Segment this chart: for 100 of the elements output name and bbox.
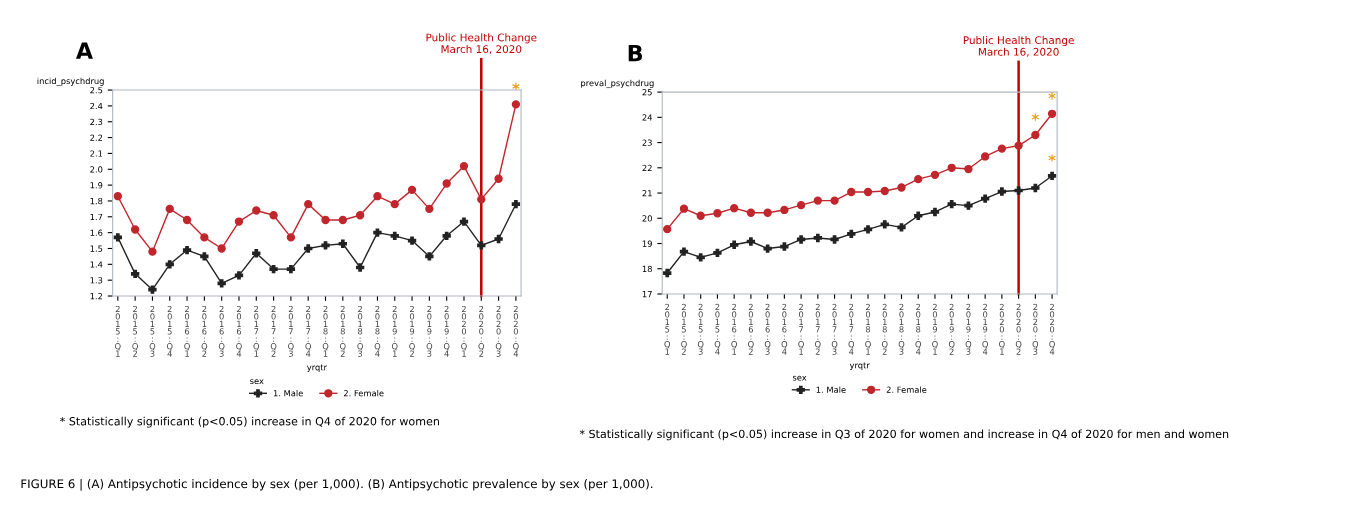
x-tick-label: 2015:Q2 [132, 305, 138, 357]
x-tick-label: 2017:Q2 [270, 305, 277, 357]
annotation: * [512, 82, 520, 90]
point [729, 240, 739, 249]
point [442, 231, 451, 240]
point [746, 208, 756, 217]
legend-title: sex [792, 375, 807, 381]
x-tick-label: 2015:Q4 [166, 305, 173, 357]
caption: FIGURE 6 | (A) Antipsychotic incidence by sex (per 1,000). (B) Antipsychotic prevalence by sex (per 1,000). [21, 479, 653, 491]
x-tick-label: 2015:Q3 [697, 303, 704, 355]
x-tick-label: 2020:Q1 [999, 303, 1005, 355]
point [234, 217, 244, 226]
point [200, 252, 209, 261]
point [796, 200, 806, 210]
x-tick-label: 2019:Q3 [426, 305, 433, 357]
y-tick-label: 1.7 [90, 213, 103, 220]
point [914, 174, 923, 184]
point [746, 237, 756, 246]
point [930, 207, 940, 217]
point [200, 233, 209, 242]
point [947, 199, 956, 209]
point [113, 233, 122, 242]
point [713, 248, 722, 258]
x-tick-label: 2019:Q1 [932, 303, 938, 355]
point [269, 211, 278, 220]
point [763, 208, 772, 217]
point [511, 100, 521, 109]
chart-title: B [628, 45, 643, 62]
x-tick-label: 2020:Q2 [478, 305, 485, 357]
point [796, 235, 806, 244]
point [511, 199, 521, 209]
point [165, 260, 174, 269]
point [373, 228, 382, 237]
point [696, 211, 705, 220]
y-tick-label: 2.0 [90, 166, 103, 173]
point [252, 206, 261, 215]
point [1014, 186, 1023, 195]
x-tick-label: 2019:Q4 [443, 305, 450, 357]
y-tick-label: 1.2 [90, 292, 103, 300]
point [980, 152, 990, 161]
point [997, 144, 1007, 153]
point [130, 269, 140, 278]
point [947, 163, 956, 172]
legend-label: 1. Male [273, 389, 303, 397]
point [1031, 130, 1040, 140]
point [930, 170, 940, 180]
y-tick-label: 2.5 [90, 87, 103, 94]
point [880, 220, 889, 229]
point [373, 192, 382, 201]
x-tick-label: 2018:Q2 [881, 303, 888, 355]
ref-line-label: Public Health Change March 16, 2020 [963, 36, 1074, 57]
point [321, 215, 330, 225]
point [269, 264, 278, 274]
y-tick-label: 2.2 [90, 134, 103, 141]
x-tick-label: 2015:Q1 [115, 305, 121, 357]
y-tick-label: 1.8 [90, 197, 103, 205]
x-tick-label: 2020:Q3 [1032, 303, 1039, 355]
point [679, 204, 689, 213]
x-tick-label: 2018:Q2 [340, 305, 346, 357]
y-tick-label: 1.3 [90, 277, 103, 284]
x-tick-label: 2017:Q1 [253, 305, 260, 357]
point [217, 279, 226, 288]
y-tick-label: 20 [642, 215, 652, 222]
point [182, 245, 192, 255]
x-tick-label: 2017:Q3 [831, 303, 838, 355]
point [763, 244, 772, 253]
point [663, 268, 672, 278]
annotation: * [1031, 113, 1040, 121]
x-tick-label: 2019:Q1 [391, 305, 398, 357]
point [780, 205, 789, 215]
x-tick-label: 2016:Q1 [184, 305, 190, 357]
text: * Statistically significant (p<0.05) increase in Q3 of 2020 for women and increase in Q4 of 2020 for men and women [579, 429, 1229, 441]
x-tick-label: 2016:Q4 [781, 303, 788, 355]
legend-label: 2. Female [343, 389, 384, 397]
point [813, 233, 822, 243]
point [321, 241, 330, 250]
point [477, 241, 486, 250]
point [880, 186, 889, 196]
point [897, 183, 906, 192]
x-tick-label: 2020:Q4 [1049, 303, 1055, 355]
point [165, 204, 174, 214]
x-tick-label: 2016:Q3 [764, 303, 771, 355]
text: * Statistically significant (p<0.05) increase in Q4 of 2020 for women [60, 416, 439, 428]
point [729, 204, 739, 213]
point [830, 196, 839, 205]
point [148, 247, 157, 256]
point [964, 201, 973, 210]
point [780, 242, 789, 251]
y-tick-label: 18 [642, 265, 652, 273]
point [425, 252, 434, 261]
point [1014, 141, 1023, 150]
y-tick-label: 25 [642, 89, 652, 96]
point [338, 239, 347, 248]
point [148, 285, 157, 294]
point [897, 223, 906, 232]
x-tick-label: 2017:Q4 [848, 303, 855, 355]
y-tick-label: 1.4 [90, 261, 103, 268]
x-tick-label: 2019:Q4 [982, 303, 988, 355]
point [304, 244, 313, 253]
x-tick-label: 2018:Q4 [374, 305, 381, 357]
